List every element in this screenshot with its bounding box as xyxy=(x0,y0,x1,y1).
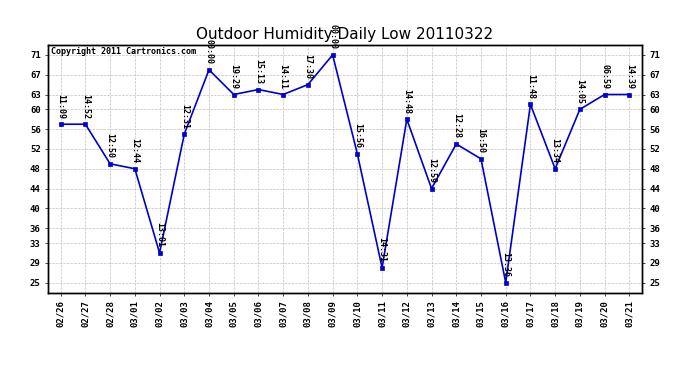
Text: 14:11: 14:11 xyxy=(279,64,288,89)
Text: 12:31: 12:31 xyxy=(180,104,189,129)
Text: 12:59: 12:59 xyxy=(427,158,436,183)
Text: 11:48: 11:48 xyxy=(526,74,535,99)
Text: 06:59: 06:59 xyxy=(600,64,609,89)
Text: 16:50: 16:50 xyxy=(477,128,486,153)
Text: 13:01: 13:01 xyxy=(155,222,164,248)
Text: 14:39: 14:39 xyxy=(625,64,634,89)
Text: 14:05: 14:05 xyxy=(575,79,584,104)
Text: 12:44: 12:44 xyxy=(130,138,139,163)
Text: 00:00: 00:00 xyxy=(328,24,337,50)
Text: 14:52: 14:52 xyxy=(81,94,90,118)
Text: 12:28: 12:28 xyxy=(452,114,461,138)
Text: 13:34: 13:34 xyxy=(551,138,560,163)
Text: 11:09: 11:09 xyxy=(56,94,65,118)
Text: 14:31: 14:31 xyxy=(377,237,386,262)
Text: 15:13: 15:13 xyxy=(254,59,263,84)
Text: 13:36: 13:36 xyxy=(501,252,510,277)
Title: Outdoor Humidity Daily Low 20110322: Outdoor Humidity Daily Low 20110322 xyxy=(197,27,493,42)
Text: Copyright 2011 Cartronics.com: Copyright 2011 Cartronics.com xyxy=(51,48,196,57)
Text: 15:56: 15:56 xyxy=(353,123,362,148)
Text: 17:30: 17:30 xyxy=(304,54,313,79)
Text: 19:29: 19:29 xyxy=(229,64,238,89)
Text: 00:00: 00:00 xyxy=(204,39,213,64)
Text: 12:50: 12:50 xyxy=(106,133,115,158)
Text: 14:48: 14:48 xyxy=(402,89,411,114)
